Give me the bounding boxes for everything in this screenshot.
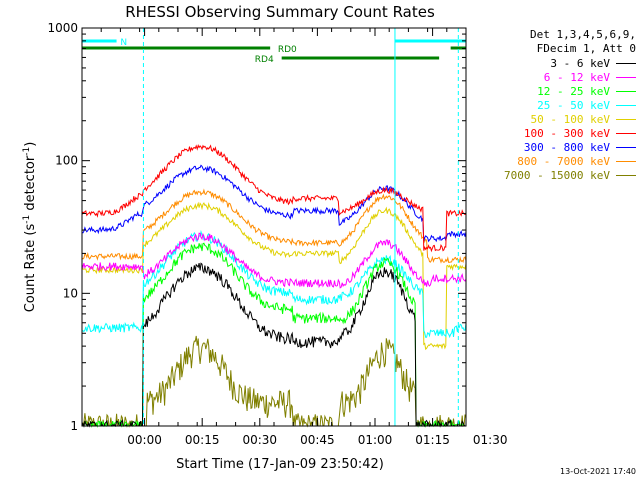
legend-label: 7000 - 15000 keV xyxy=(504,168,610,182)
y-axis-label-c: ) xyxy=(23,142,38,147)
series-line-r xyxy=(81,144,467,253)
legend-header-1: Det 1,3,4,5,6,9, xyxy=(530,28,636,41)
x-tick-label: 00:00 xyxy=(127,433,162,447)
legend-item: 50 - 100 keV xyxy=(480,112,636,126)
series-line-o xyxy=(81,188,467,264)
legend-label: 6 - 12 keV xyxy=(543,70,610,84)
chart-title: RHESSI Observing Summary Count Rates xyxy=(125,3,435,21)
series-line-m xyxy=(81,232,467,289)
series-line-g xyxy=(82,242,466,428)
legend-label: 300 - 800 keV xyxy=(523,140,610,154)
legend-label: 25 - 50 keV xyxy=(537,98,610,112)
legend: Det 1,3,4,5,6,9, FDecim 1, Att 0 3 - 6 k… xyxy=(480,28,636,182)
legend-swatch xyxy=(616,118,636,120)
legend-swatch xyxy=(616,76,636,78)
legend-swatch xyxy=(616,160,636,162)
y-axis-label-sup1: -1 xyxy=(22,215,32,224)
x-tick-label: 00:45 xyxy=(300,433,335,447)
series-layer xyxy=(81,144,467,428)
legend-swatch xyxy=(616,174,636,176)
legend-item: 300 - 800 keV xyxy=(480,140,636,154)
flag-label-RD4: RD4 xyxy=(255,55,274,65)
y-axis-label: Count Rate (s-1 detector-1) xyxy=(22,142,38,313)
tick-layer: 00:00 00:15 00:30 00:45 01:00 01:15 01:30 1 10 10… xyxy=(47,21,507,447)
y-tick-label: 1 xyxy=(70,419,78,433)
x-tick-label: 01:15 xyxy=(415,433,450,447)
legend-label: 50 - 100 keV xyxy=(530,112,610,126)
legend-header-2: FDecim 1, Att 0 xyxy=(536,42,636,55)
legend-swatch xyxy=(616,90,636,92)
legend-item: 25 - 50 keV xyxy=(480,98,636,112)
legend-label: 12 - 25 keV xyxy=(537,84,610,98)
y-tick-label: 100 xyxy=(55,154,78,168)
y-tick-label: 1000 xyxy=(47,21,78,35)
y-axis-label-b: detector xyxy=(23,155,38,215)
y-axis-label-sup2: -1 xyxy=(22,147,32,156)
x-tick-label: 01:30 xyxy=(473,433,508,447)
legend-item: 6 - 12 keV xyxy=(480,70,636,84)
x-tick-label: 00:15 xyxy=(185,433,220,447)
legend-label: 800 - 7000 keV xyxy=(517,154,610,168)
legend-label: 100 - 300 keV xyxy=(523,126,610,140)
flag-label-RD0: RD0 xyxy=(278,45,297,55)
plot-frame xyxy=(81,27,467,427)
series-line-ol xyxy=(81,335,467,428)
legend-item: 100 - 300 keV xyxy=(480,126,636,140)
legend-swatch xyxy=(616,146,636,148)
x-axis-label: Start Time (17-Jan-09 23:50:42) xyxy=(176,457,384,472)
legend-item: 3 - 6 keV xyxy=(480,56,636,70)
timestamp: 13-Oct-2021 17:40 xyxy=(560,467,636,476)
legend-item: 7000 - 15000 keV xyxy=(480,168,636,182)
flag-label-N: N xyxy=(120,38,127,48)
axes-layer xyxy=(81,27,467,427)
series-line-y xyxy=(81,201,467,351)
series-line-b xyxy=(81,164,467,243)
y-tick-label: 10 xyxy=(63,286,78,300)
legend-swatch xyxy=(616,62,636,64)
legend-item: 12 - 25 keV xyxy=(480,84,636,98)
legend-swatch xyxy=(616,132,636,134)
series-line-k xyxy=(81,262,466,428)
x-tick-label: 00:30 xyxy=(242,433,277,447)
y-axis-label-a: Count Rate (s xyxy=(23,224,38,313)
legend-swatch xyxy=(616,104,636,106)
legend-item: 800 - 7000 keV xyxy=(480,154,636,168)
legend-label: 3 - 6 keV xyxy=(550,56,610,70)
flag-layer: N RD0 RD4 xyxy=(81,28,466,426)
x-tick-label: 01:00 xyxy=(358,433,393,447)
series-line-c xyxy=(81,229,467,339)
